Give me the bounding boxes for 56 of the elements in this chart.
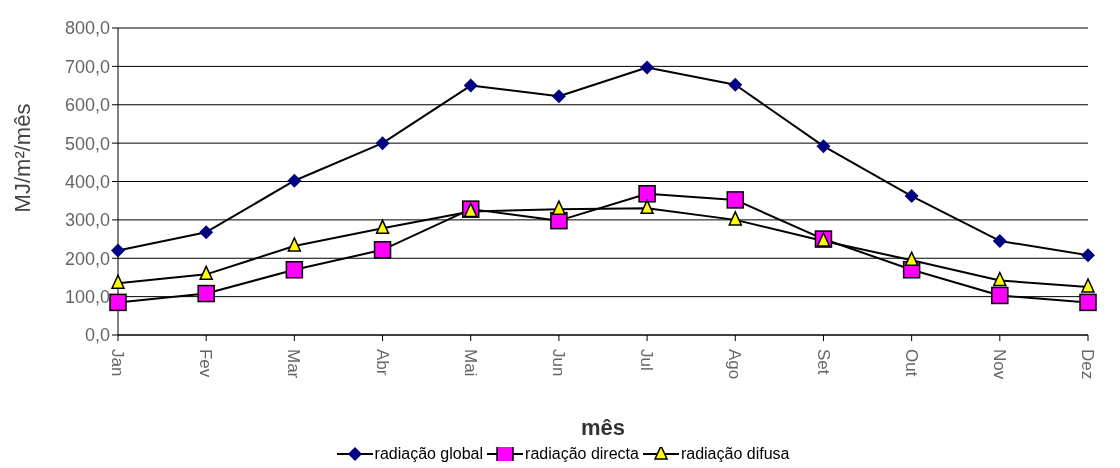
point bbox=[373, 241, 392, 259]
x-tick-label: Jul bbox=[637, 349, 657, 371]
point bbox=[991, 286, 1009, 305]
legend-label: radiação directa bbox=[524, 445, 639, 463]
point bbox=[728, 211, 743, 226]
point bbox=[640, 60, 655, 75]
point bbox=[111, 274, 125, 289]
x-tick-label: Ago bbox=[725, 349, 745, 380]
point bbox=[551, 89, 566, 104]
point bbox=[638, 185, 656, 203]
y-tick-label: 200,0 bbox=[64, 248, 110, 269]
point bbox=[728, 77, 743, 92]
point bbox=[287, 173, 302, 188]
x-tick-label: Nov bbox=[989, 349, 1009, 380]
x-tick-label: Mar bbox=[284, 349, 304, 379]
point bbox=[904, 251, 919, 266]
y-tick-label: 600,0 bbox=[64, 95, 110, 116]
point bbox=[463, 78, 478, 93]
x-tick-label: Mai bbox=[460, 349, 480, 377]
point bbox=[109, 293, 127, 312]
point bbox=[640, 199, 654, 215]
x-tick-label: Out bbox=[901, 349, 921, 377]
point bbox=[375, 136, 390, 151]
y-tick-label: 0,0 bbox=[84, 325, 110, 346]
x-tick-label: Set bbox=[813, 349, 833, 375]
x-tick-label: Jun bbox=[548, 349, 568, 377]
point bbox=[375, 219, 390, 235]
y-tick-label: 400,0 bbox=[64, 171, 110, 192]
point bbox=[1081, 278, 1095, 293]
x-tick-label: Jan bbox=[108, 349, 128, 377]
y-tick-label: 500,0 bbox=[64, 133, 110, 154]
point bbox=[1079, 293, 1097, 312]
point bbox=[904, 189, 919, 204]
point bbox=[992, 233, 1007, 248]
point bbox=[287, 237, 302, 252]
point bbox=[1081, 248, 1095, 263]
legend-label: radiação global bbox=[373, 445, 484, 463]
point bbox=[111, 243, 125, 258]
point bbox=[816, 139, 831, 154]
legend-label: radiação difusa bbox=[679, 445, 790, 463]
point bbox=[197, 284, 215, 303]
point bbox=[726, 191, 745, 209]
point bbox=[993, 271, 1007, 287]
y-tick-label: 300,0 bbox=[64, 210, 110, 231]
point bbox=[199, 265, 213, 281]
point bbox=[199, 225, 214, 240]
x-tick-label: Abr bbox=[372, 349, 392, 376]
y-tick-label: 100,0 bbox=[64, 287, 110, 308]
y-tick-label: 700,0 bbox=[64, 56, 110, 77]
x-axis-title: mês bbox=[580, 415, 626, 440]
point bbox=[552, 200, 566, 215]
point bbox=[285, 261, 304, 279]
y-tick-label: 800,0 bbox=[64, 18, 110, 39]
x-tick-label: Dez bbox=[1078, 349, 1098, 380]
x-tick-label: Fev bbox=[196, 349, 216, 378]
y-axis-title: MJ/m²/mês bbox=[10, 103, 35, 213]
